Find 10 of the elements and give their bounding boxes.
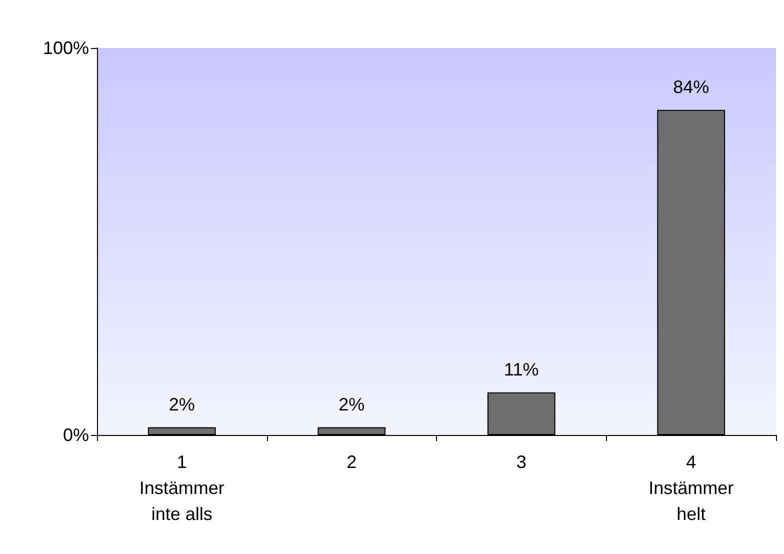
x-tick-label: 4 Instämmer helt <box>648 452 734 524</box>
x-tick-label: 2 <box>346 452 357 472</box>
data-label: 2% <box>168 394 195 414</box>
data-label: 84% <box>673 76 710 97</box>
y-tick-label: 100% <box>42 38 89 58</box>
x-tick-label: 3 <box>516 452 526 472</box>
data-label: 2% <box>338 394 365 414</box>
y-tick-label: 0% <box>62 425 89 445</box>
x-tick-label: 1 Instämmer inte alls <box>139 452 224 524</box>
data-label: 11% <box>504 359 539 380</box>
